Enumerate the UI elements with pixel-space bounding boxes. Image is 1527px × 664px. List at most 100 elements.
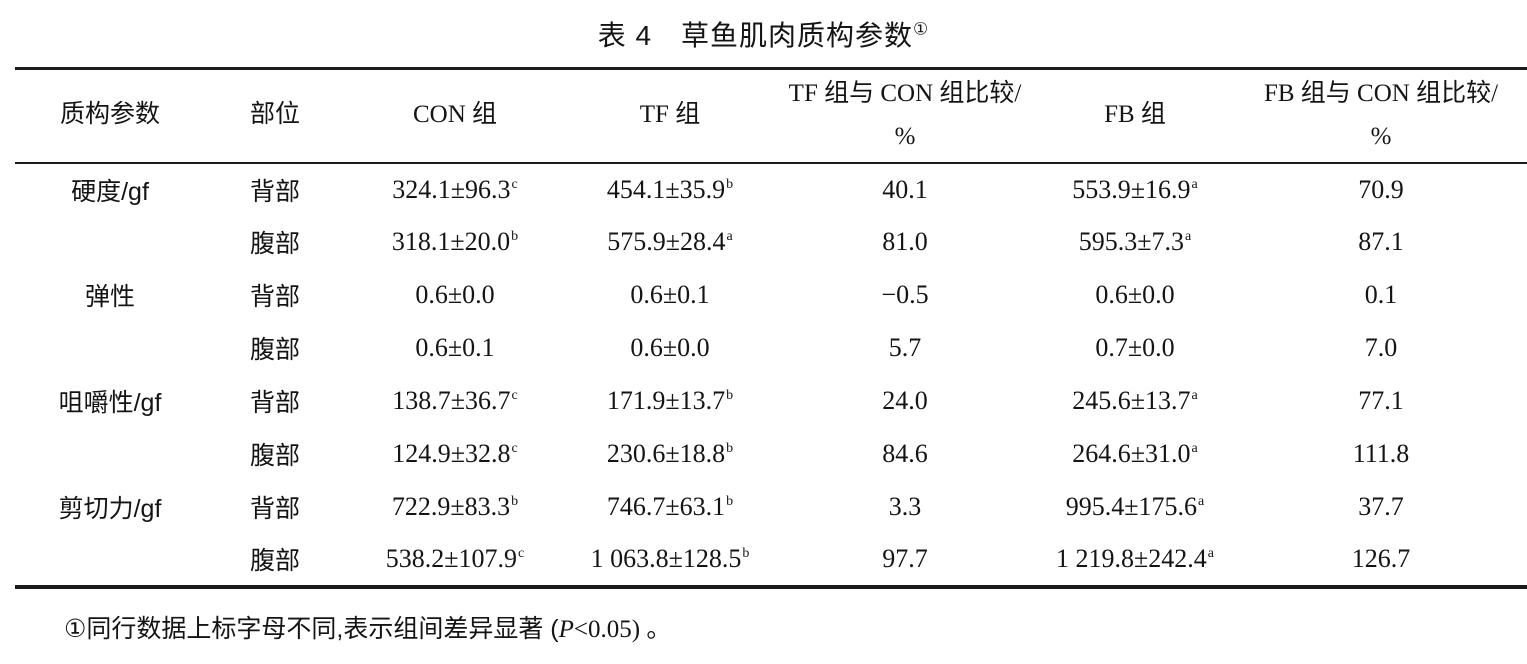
tf-value-cell: 230.6±18.8b xyxy=(565,428,775,481)
tf-vs-con-cell: 40.1 xyxy=(775,163,1035,216)
significance-superscript: a xyxy=(726,229,733,245)
header-fb-vs-con: FB 组与 CON 组比较/% xyxy=(1263,80,1499,150)
cell-text: 腹部 xyxy=(249,336,300,364)
header-row: 质构参数 部位 CON 组 TF 组 TF 组与 CON 组比较/% FB 组 … xyxy=(15,69,1527,163)
cell-text: 37.7 xyxy=(1358,492,1404,521)
significance-superscript: a xyxy=(1198,494,1205,510)
con-value-cell: 318.1±20.0b xyxy=(345,216,565,269)
cell-text: 0.6±0.1 xyxy=(415,333,495,362)
cell-text: 背部 xyxy=(249,389,300,417)
fb-vs-con-cell: 7.0 xyxy=(1235,322,1527,375)
cell-text: 538.2±107.9 xyxy=(385,544,518,573)
significance-superscript: b xyxy=(511,229,519,245)
con-value-cell: 324.1±96.3c xyxy=(345,163,565,216)
significance-superscript: b xyxy=(726,176,734,192)
tf-vs-con-cell: 3.3 xyxy=(775,481,1035,534)
texture-parameters-table: 质构参数 部位 CON 组 TF 组 TF 组与 CON 组比较/% FB 组 … xyxy=(15,67,1527,589)
footnote-p-symbol: P xyxy=(558,615,574,643)
fb-vs-con-cell: 0.1 xyxy=(1235,269,1527,322)
fb-vs-con-cell: 87.1 xyxy=(1235,216,1527,269)
cell-text: 77.1 xyxy=(1358,386,1404,415)
table-row: 腹部 124.9±32.8c 230.6±18.8b 84.6 264.6±31.0a 1… xyxy=(15,428,1527,481)
cell-text: 背部 xyxy=(249,283,300,311)
cell-text: 126.7 xyxy=(1351,544,1411,573)
cell-text: 腹部 xyxy=(249,547,300,575)
con-value-cell: 0.6±0.0 xyxy=(345,269,565,322)
cell-text: 595.3±7.3 xyxy=(1078,227,1185,256)
fb-value-cell: 1 219.8±242.4a xyxy=(1035,534,1235,587)
significance-superscript: b xyxy=(511,494,519,510)
table-row: 腹部 0.6±0.1 0.6±0.0 5.7 0.7±0.0 7.0 xyxy=(15,322,1527,375)
part-cell: 腹部 xyxy=(205,428,345,481)
cell-text: 111.8 xyxy=(1352,439,1410,468)
param-cell: 弹性 xyxy=(15,269,205,322)
cell-text: 腹部 xyxy=(249,442,300,470)
cell-text: 40.1 xyxy=(882,174,928,204)
cell-text: 0.6±0.0 xyxy=(415,280,495,309)
cell-text: 0.7±0.0 xyxy=(1095,333,1175,362)
tf-value-cell: 0.6±0.0 xyxy=(565,322,775,375)
cell-text: 0.1 xyxy=(1364,280,1398,309)
footnote-p-threshold: <0.05) 。 xyxy=(573,615,672,643)
cell-text: 84.6 xyxy=(882,439,928,468)
tf-vs-con-cell: 24.0 xyxy=(775,375,1035,428)
part-cell: 腹部 xyxy=(205,534,345,587)
part-cell: 背部 xyxy=(205,163,345,216)
part-cell: 腹部 xyxy=(205,216,345,269)
cell-text: 722.9±83.3 xyxy=(391,492,511,521)
cell-text: 995.4±175.6 xyxy=(1065,492,1198,521)
tf-vs-con-cell: 84.6 xyxy=(775,428,1035,481)
table-body: 硬度/gf 背部 324.1±96.3c 454.1±35.9b 40.1 553.9±1… xyxy=(15,163,1527,587)
param-cell: 硬度/gf xyxy=(15,163,205,216)
table-row: 腹部 318.1±20.0b 575.9±28.4a 81.0 595.3±7.3a 87… xyxy=(15,216,1527,269)
footnote-text: ①同行数据上标字母不同,表示组间差异显著 ( xyxy=(64,614,559,643)
part-cell: 背部 xyxy=(205,375,345,428)
tf-value-cell: 1 063.8±128.5b xyxy=(565,534,775,587)
fb-vs-con-cell: 111.8 xyxy=(1235,428,1527,481)
significance-superscript: a xyxy=(1191,441,1198,457)
tf-value-cell: 746.7±63.1b xyxy=(565,481,775,534)
con-value-cell: 722.9±83.3b xyxy=(345,481,565,534)
cell-text: 硬度/gf xyxy=(71,177,149,206)
part-cell: 腹部 xyxy=(205,322,345,375)
cell-text: 5.7 xyxy=(888,333,922,362)
caption-footnote-marker: ① xyxy=(913,19,930,39)
part-cell: 背部 xyxy=(205,481,345,534)
param-cell xyxy=(15,216,205,269)
tf-vs-con-cell: −0.5 xyxy=(775,269,1035,322)
fb-value-cell: 595.3±7.3a xyxy=(1035,216,1235,269)
significance-superscript: b xyxy=(726,441,734,457)
cell-text: 70.9 xyxy=(1358,174,1404,204)
cell-text: 背部 xyxy=(249,177,300,206)
cell-text: 230.6±18.8 xyxy=(606,439,726,468)
fb-value-cell: 0.7±0.0 xyxy=(1035,322,1235,375)
header-texture-parameter: 质构参数 xyxy=(59,101,160,129)
tf-value-cell: 454.1±35.9b xyxy=(565,163,775,216)
con-value-cell: 124.9±32.8c xyxy=(345,428,565,481)
cell-text: 弹性 xyxy=(84,283,135,311)
table-row: 硬度/gf 背部 324.1±96.3c 454.1±35.9b 40.1 553.9±1… xyxy=(15,163,1527,216)
table-row: 咀嚼性/gf 背部 138.7±36.7c 171.9±13.7b 24.0 245.6±… xyxy=(15,375,1527,428)
significance-superscript: a xyxy=(1191,388,1198,404)
cell-text: 171.9±13.7 xyxy=(606,386,726,415)
fb-vs-con-cell: 77.1 xyxy=(1235,375,1527,428)
significance-superscript: c xyxy=(511,176,518,192)
tf-vs-con-cell: 97.7 xyxy=(775,534,1035,587)
footnote: ①同行数据上标字母不同,表示组间差异显著 (P<0.05) 。 xyxy=(64,609,1527,645)
fb-vs-con-cell: 70.9 xyxy=(1235,163,1527,216)
cell-text: 264.6±31.0 xyxy=(1072,439,1191,468)
param-cell xyxy=(15,322,205,375)
cell-text: 124.9±32.8 xyxy=(392,439,511,468)
tf-value-cell: 575.9±28.4a xyxy=(565,216,775,269)
cell-text: 1 219.8±242.4 xyxy=(1056,544,1207,573)
cell-text: 245.6±13.7 xyxy=(1072,386,1191,415)
table-row: 腹部 538.2±107.9c 1 063.8±128.5b 97.7 1 219.8±… xyxy=(15,534,1527,587)
tf-value-cell: 171.9±13.7b xyxy=(565,375,775,428)
param-cell xyxy=(15,428,205,481)
significance-superscript: a xyxy=(1185,229,1192,245)
table-row: 剪切力/gf 背部 722.9±83.3b 746.7±63.1b 3.3 995.4±1… xyxy=(15,481,1527,534)
cell-text: 3.3 xyxy=(888,492,922,521)
significance-superscript: c xyxy=(518,546,525,562)
cell-text: 腹部 xyxy=(249,230,300,258)
fb-vs-con-cell: 37.7 xyxy=(1235,481,1527,534)
